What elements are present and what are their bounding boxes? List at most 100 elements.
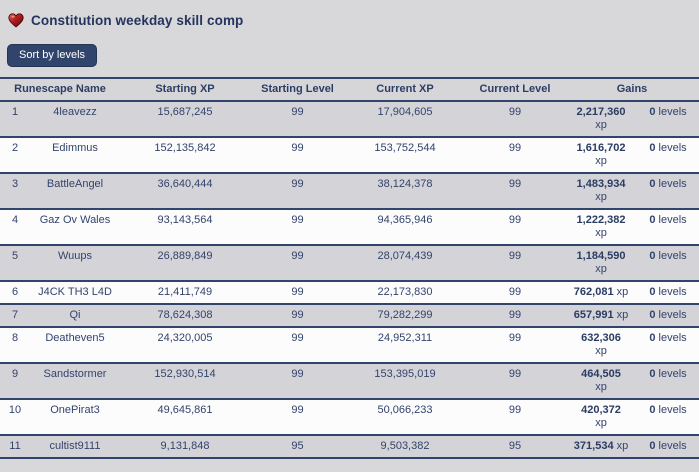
gains-levels-cell: 0 levels: [637, 209, 699, 246]
starting-level-cell: 99: [250, 327, 345, 364]
current-level-cell: 99: [465, 363, 565, 400]
rank-cell: 3: [0, 173, 30, 210]
player-name-cell: BattleAngel: [30, 173, 120, 210]
current-level-cell: 99: [465, 173, 565, 210]
rank-cell: 8: [0, 327, 30, 364]
column-header-runescape-name: Runescape Name: [0, 77, 120, 102]
table-row: 4 Gaz Ov Wales 93,143,564 99 94,365,946 …: [0, 209, 699, 246]
current-xp-cell: 17,904,605: [345, 101, 465, 138]
gains-xp-cell: 1,184,590 xp: [565, 245, 637, 282]
current-level-cell: 99: [465, 137, 565, 174]
sort-by-levels-button[interactable]: Sort by levels: [7, 44, 98, 67]
table-row: 7 Qi 78,624,308 99 79,282,299 99 657,991…: [0, 304, 699, 328]
starting-level-cell: 99: [250, 363, 345, 400]
gains-levels-cell: 0 levels: [637, 281, 699, 305]
player-name-cell: OnePirat3: [30, 399, 120, 436]
current-level-cell: 99: [465, 304, 565, 328]
starting-level-cell: 99: [250, 281, 345, 305]
current-level-cell: 99: [465, 209, 565, 246]
column-header-gains: Gains: [565, 77, 699, 102]
current-level-cell: 99: [465, 101, 565, 138]
gains-levels-cell: 0 levels: [637, 245, 699, 282]
rank-cell: 4: [0, 209, 30, 246]
current-xp-cell: 79,282,299: [345, 304, 465, 328]
page-header: Constitution weekday skill comp: [0, 0, 699, 32]
starting-level-cell: 99: [250, 137, 345, 174]
current-xp-cell: 153,395,019: [345, 363, 465, 400]
player-name-cell: Deatheven5: [30, 327, 120, 364]
player-name-cell: Wuups: [30, 245, 120, 282]
current-level-cell: 99: [465, 399, 565, 436]
current-xp-cell: 24,952,311: [345, 327, 465, 364]
gains-levels-cell: 0 levels: [637, 435, 699, 459]
starting-xp-cell: 78,624,308: [120, 304, 250, 328]
player-name-cell: Sandstormer: [30, 363, 120, 400]
gains-levels-cell: 0 levels: [637, 363, 699, 400]
table-header-row: Runescape Name Starting XP Starting Leve…: [0, 77, 699, 102]
player-name-cell: Qi: [30, 304, 120, 328]
current-xp-cell: 38,124,378: [345, 173, 465, 210]
table-row: 6 J4CK TH3 L4D 21,411,749 99 22,173,830 …: [0, 281, 699, 305]
rank-cell: 11: [0, 435, 30, 459]
current-level-cell: 99: [465, 281, 565, 305]
starting-xp-cell: 49,645,861: [120, 399, 250, 436]
starting-xp-cell: 152,930,514: [120, 363, 250, 400]
gains-xp-cell: 1,222,382 xp: [565, 209, 637, 246]
gains-levels-cell: 0 levels: [637, 304, 699, 328]
page-title: Constitution weekday skill comp: [31, 12, 244, 28]
current-level-cell: 99: [465, 327, 565, 364]
table-row: 5 Wuups 26,889,849 99 28,074,439 99 1,18…: [0, 245, 699, 282]
gains-xp-cell: 371,534 xp: [565, 435, 637, 459]
player-name-cell: 4leavezz: [30, 101, 120, 138]
starting-xp-cell: 9,131,848: [120, 435, 250, 459]
starting-level-cell: 99: [250, 101, 345, 138]
current-xp-cell: 9,503,382: [345, 435, 465, 459]
current-xp-cell: 94,365,946: [345, 209, 465, 246]
starting-level-cell: 99: [250, 399, 345, 436]
current-xp-cell: 22,173,830: [345, 281, 465, 305]
table-row: 9 Sandstormer 152,930,514 99 153,395,019…: [0, 363, 699, 400]
starting-xp-cell: 24,320,005: [120, 327, 250, 364]
table-row: 8 Deatheven5 24,320,005 99 24,952,311 99…: [0, 327, 699, 364]
gains-xp-cell: 762,081 xp: [565, 281, 637, 305]
current-xp-cell: 28,074,439: [345, 245, 465, 282]
rank-cell: 1: [0, 101, 30, 138]
player-name-cell: Edimmus: [30, 137, 120, 174]
gains-levels-cell: 0 levels: [637, 101, 699, 138]
starting-xp-cell: 93,143,564: [120, 209, 250, 246]
gains-xp-cell: 2,217,360 xp: [565, 101, 637, 138]
player-name-cell: cultist9111: [30, 435, 120, 459]
table-row: 10 OnePirat3 49,645,861 99 50,066,233 99…: [0, 399, 699, 436]
starting-level-cell: 95: [250, 435, 345, 459]
player-name-cell: J4CK TH3 L4D: [30, 281, 120, 305]
rank-cell: 5: [0, 245, 30, 282]
table-body: 1 4leavezz 15,687,245 99 17,904,605 99 2…: [0, 101, 699, 459]
current-level-cell: 95: [465, 435, 565, 459]
starting-level-cell: 99: [250, 304, 345, 328]
rank-cell: 6: [0, 281, 30, 305]
player-name-cell: Gaz Ov Wales: [30, 209, 120, 246]
column-header-starting-xp: Starting XP: [120, 77, 250, 102]
gains-xp-cell: 464,505 xp: [565, 363, 637, 400]
starting-level-cell: 99: [250, 173, 345, 210]
gains-levels-cell: 0 levels: [637, 173, 699, 210]
column-header-current-level: Current Level: [465, 77, 565, 102]
table-row: 1 4leavezz 15,687,245 99 17,904,605 99 2…: [0, 101, 699, 138]
column-header-starting-level: Starting Level: [250, 77, 345, 102]
gains-xp-cell: 1,483,934 xp: [565, 173, 637, 210]
constitution-heart-icon: [8, 12, 24, 28]
rank-cell: 9: [0, 363, 30, 400]
gains-levels-cell: 0 levels: [637, 399, 699, 436]
skill-comp-table: Runescape Name Starting XP Starting Leve…: [0, 77, 699, 459]
starting-xp-cell: 21,411,749: [120, 281, 250, 305]
table-row: 11 cultist9111 9,131,848 95 9,503,382 95…: [0, 435, 699, 459]
table-row: 3 BattleAngel 36,640,444 99 38,124,378 9…: [0, 173, 699, 210]
starting-xp-cell: 152,135,842: [120, 137, 250, 174]
rank-cell: 2: [0, 137, 30, 174]
current-level-cell: 99: [465, 245, 565, 282]
starting-level-cell: 99: [250, 245, 345, 282]
starting-xp-cell: 36,640,444: [120, 173, 250, 210]
rank-cell: 10: [0, 399, 30, 436]
gains-xp-cell: 632,306 xp: [565, 327, 637, 364]
